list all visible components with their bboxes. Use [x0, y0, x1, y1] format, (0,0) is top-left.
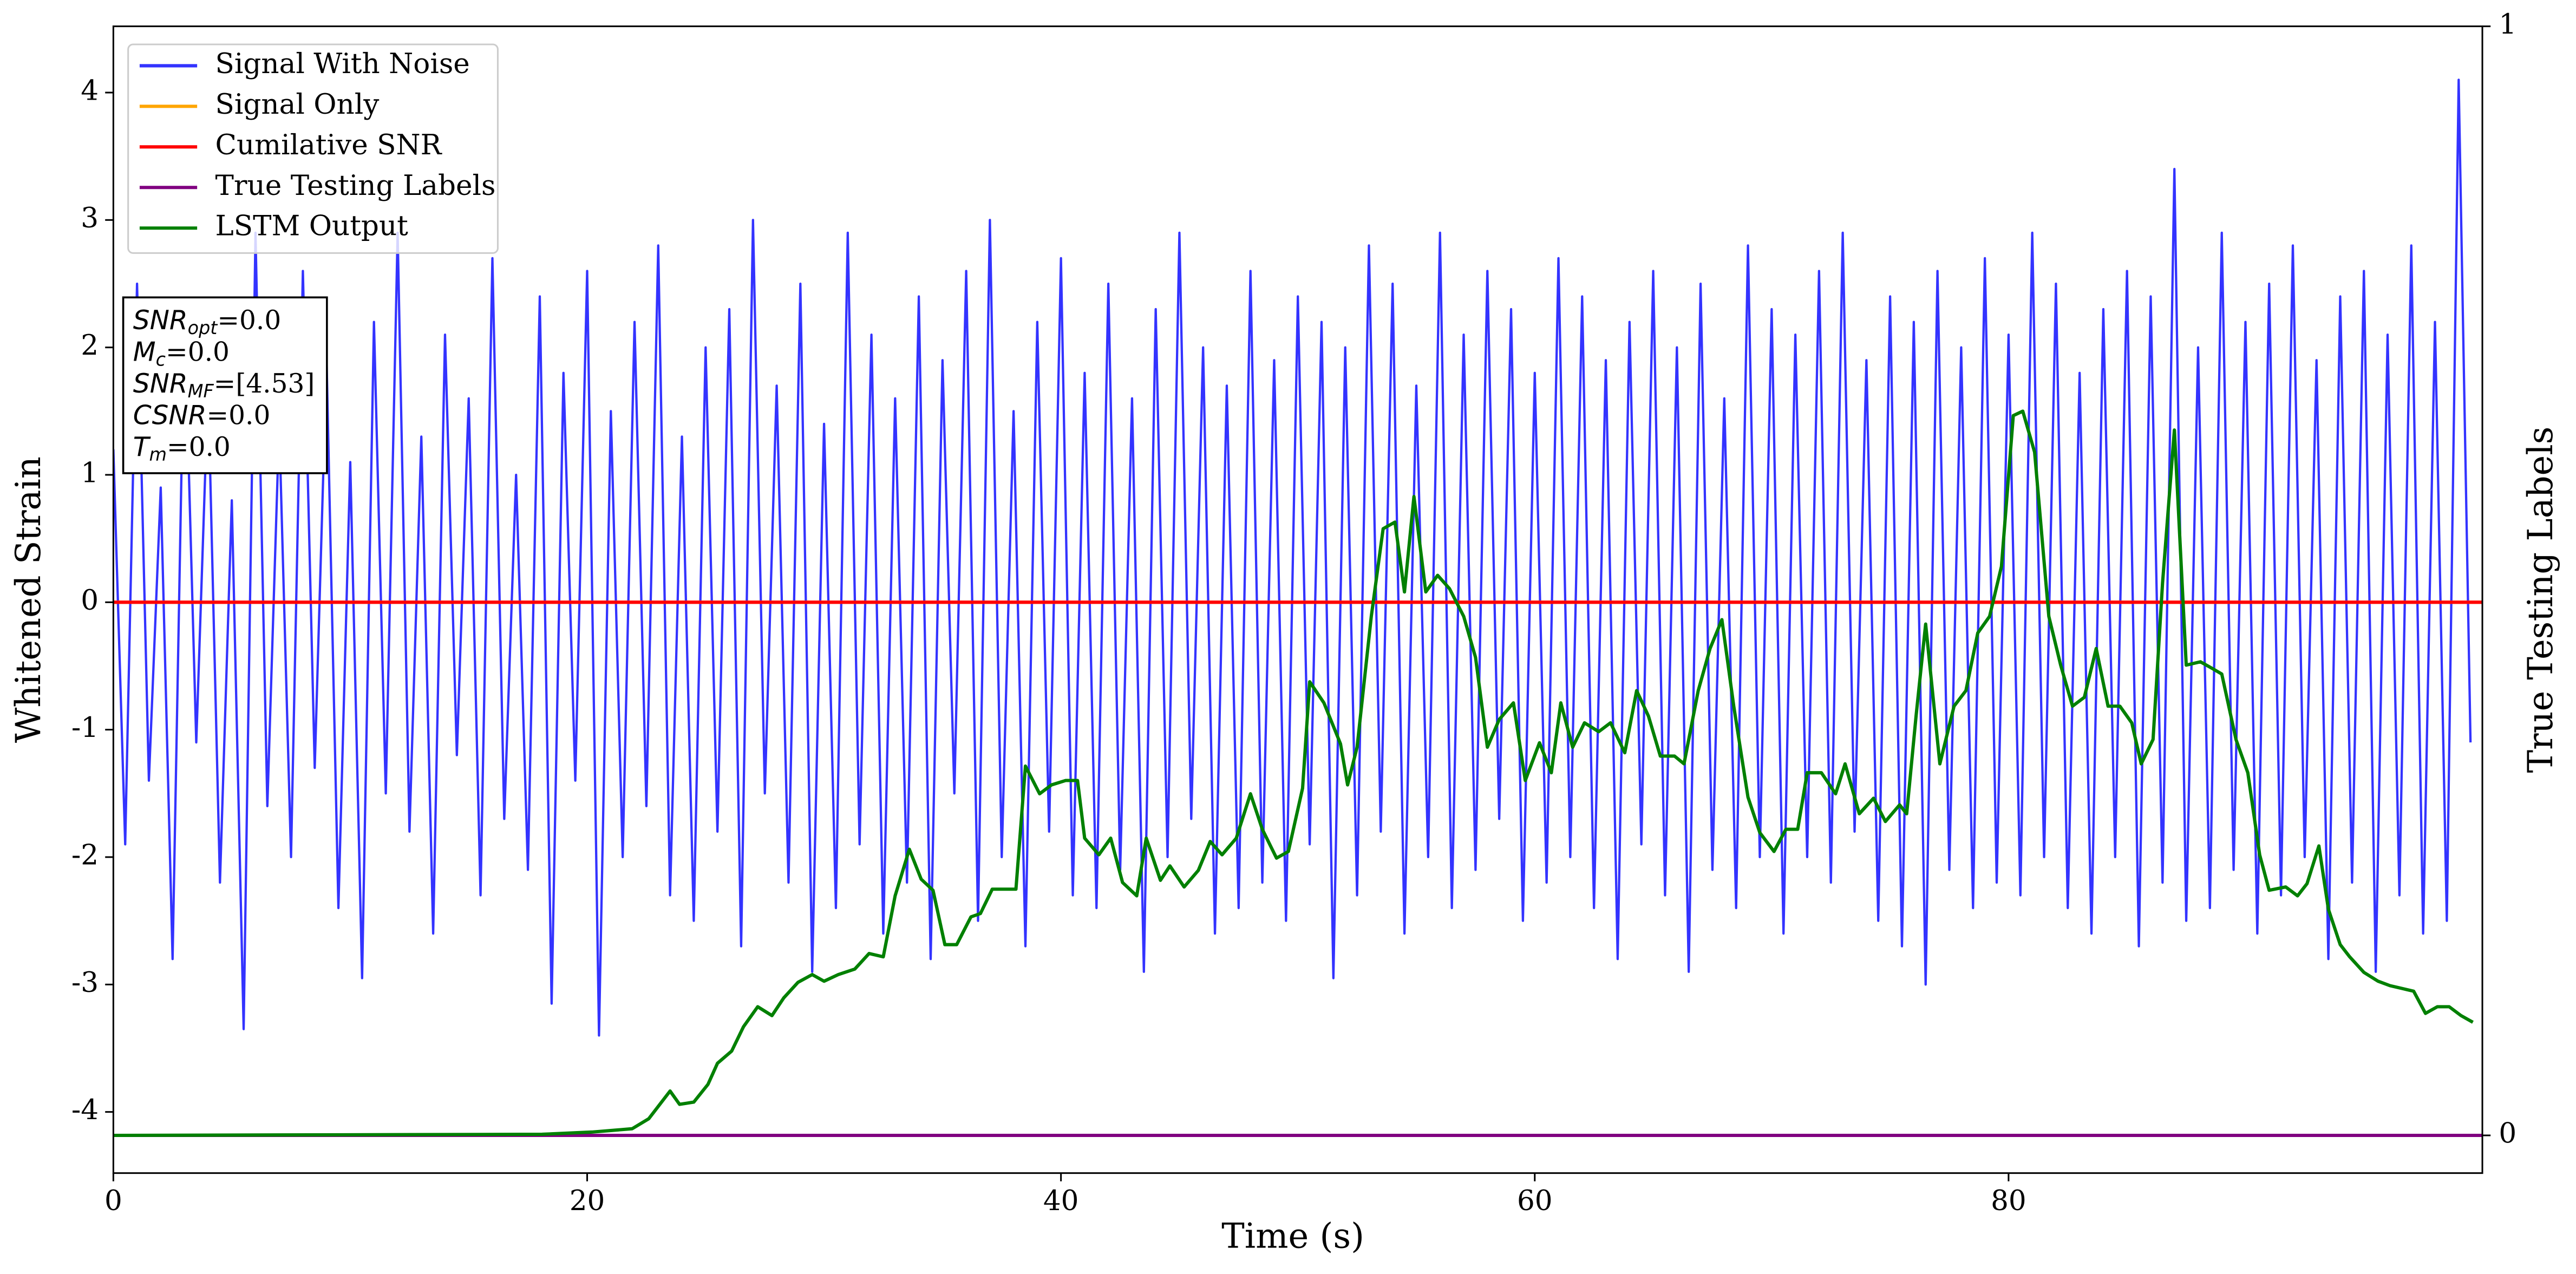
- annotation: Tm=0.0: [133, 432, 231, 465]
- legend-label: LSTM Output: [215, 210, 409, 243]
- y-tick-label: -4: [71, 1094, 99, 1126]
- annotation-value: =0.0: [217, 305, 281, 335]
- legend: Signal With Noise Signal Only Cumilative S…: [127, 43, 499, 254]
- y2-tick-label: 1: [2499, 8, 2516, 41]
- legend-box: [127, 43, 499, 254]
- annotation-symbol: CSNR: [133, 400, 207, 430]
- annotation-frame: [122, 296, 328, 474]
- annotation: SNRMF=[4.53]: [133, 368, 315, 401]
- y-tick-label: -3: [71, 966, 99, 999]
- annotation-symbol: T: [133, 432, 151, 462]
- y-tick-label: 2: [81, 329, 99, 362]
- y-tick-label: 0: [81, 584, 99, 617]
- legend-label: Signal Only: [215, 88, 380, 121]
- annotation-subscript: m: [149, 444, 167, 465]
- annotation-symbol: SNR: [133, 305, 188, 336]
- annotation: CSNR=0.0: [133, 400, 271, 431]
- annotation-symbol: SNR: [133, 369, 188, 399]
- plot-frame: [112, 25, 2483, 1174]
- y2-axis-title: True Testing Labels: [2521, 427, 2561, 773]
- annotation-box: SNRopt=0.0Mc=0.0SNRMF=[4.53]CSNR=0.0Tm=0…: [122, 296, 328, 474]
- x-tick-label: 40: [1043, 1185, 1079, 1217]
- x-tick-label: 20: [570, 1185, 605, 1217]
- annotation-value: =0.0: [167, 432, 231, 462]
- series-line: [113, 79, 2472, 1037]
- annotation-value: =0.0: [166, 337, 230, 367]
- annotation-subscript: opt: [188, 317, 219, 338]
- annotation-value: =[4.53]: [214, 368, 315, 398]
- y-tick-label: -2: [71, 839, 99, 872]
- x-tick-label: 0: [104, 1185, 122, 1217]
- y-tick-label: -1: [71, 711, 99, 744]
- legend-label: Signal With Noise: [215, 48, 470, 80]
- annotation: SNRopt=0.0: [133, 305, 281, 338]
- x-axis-title: Time (s): [1221, 1217, 1364, 1257]
- x-tick-label: 60: [1517, 1185, 1553, 1217]
- annotation-symbol: M: [133, 337, 156, 367]
- y-axis-title: Whitened Strain: [9, 456, 49, 743]
- annotation: Mc=0.0: [133, 337, 230, 370]
- series-line: [113, 409, 2474, 1138]
- annotation-subscript: c: [156, 349, 166, 370]
- y2-tick-label: 0: [2499, 1117, 2516, 1149]
- y-tick-label: 4: [81, 74, 99, 107]
- x-tick-label: 80: [1991, 1185, 2026, 1217]
- annotation-subscript: MF: [188, 381, 214, 402]
- legend-label: True Testing Labels: [215, 169, 496, 202]
- y-tick-label: 1: [81, 456, 99, 489]
- y-tick-label: 3: [81, 202, 99, 234]
- annotation-value: =0.0: [206, 400, 270, 430]
- legend-label: Cumilative SNR: [215, 129, 443, 161]
